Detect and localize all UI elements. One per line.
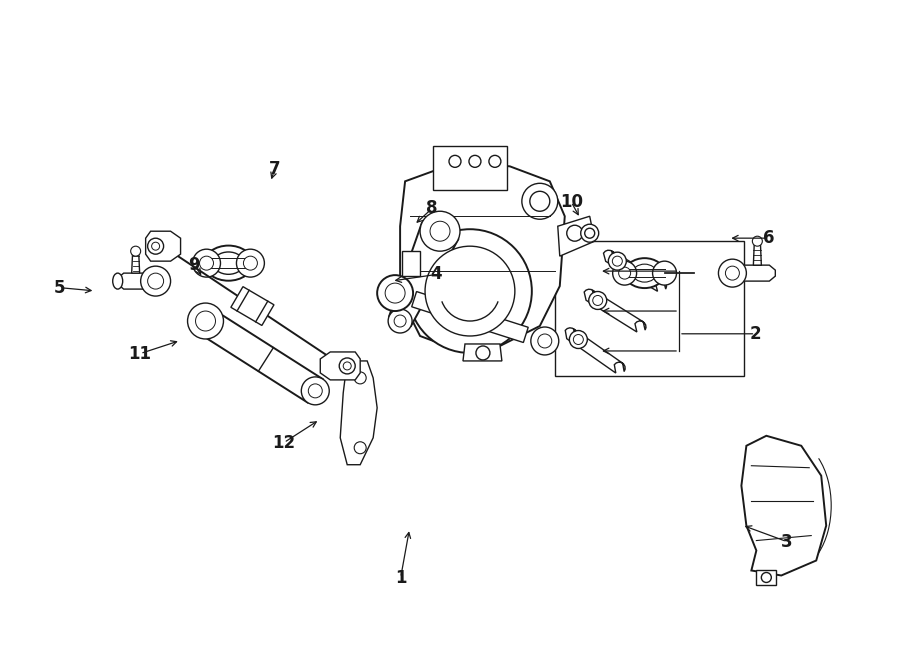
Circle shape — [613, 261, 636, 285]
Circle shape — [608, 252, 626, 270]
Circle shape — [538, 334, 552, 348]
Circle shape — [130, 246, 140, 256]
Text: 10: 10 — [560, 193, 582, 211]
Ellipse shape — [213, 252, 244, 274]
Polygon shape — [733, 265, 775, 281]
Circle shape — [489, 155, 501, 167]
Circle shape — [388, 309, 412, 333]
Circle shape — [420, 212, 460, 251]
Circle shape — [187, 303, 223, 339]
Polygon shape — [400, 161, 565, 351]
Circle shape — [522, 183, 558, 219]
Ellipse shape — [633, 264, 657, 282]
Circle shape — [151, 242, 159, 250]
Polygon shape — [411, 292, 528, 342]
Circle shape — [618, 267, 631, 279]
Text: 12: 12 — [273, 434, 295, 451]
Ellipse shape — [625, 258, 664, 288]
Polygon shape — [320, 352, 360, 380]
Text: 4: 4 — [431, 266, 442, 284]
Polygon shape — [131, 251, 140, 273]
Circle shape — [148, 238, 164, 254]
Circle shape — [476, 346, 490, 360]
Polygon shape — [558, 216, 595, 256]
Text: 6: 6 — [763, 229, 775, 247]
Circle shape — [580, 224, 598, 242]
Circle shape — [725, 266, 740, 280]
Circle shape — [593, 295, 603, 305]
Text: 7: 7 — [269, 160, 281, 178]
Polygon shape — [584, 290, 646, 332]
Circle shape — [385, 283, 405, 303]
Circle shape — [148, 273, 164, 289]
Circle shape — [339, 358, 356, 374]
Circle shape — [585, 228, 595, 238]
Ellipse shape — [204, 246, 253, 281]
Circle shape — [570, 330, 588, 348]
Text: 1: 1 — [395, 569, 407, 587]
Polygon shape — [604, 251, 667, 292]
Polygon shape — [742, 436, 826, 576]
Polygon shape — [231, 287, 274, 325]
Circle shape — [355, 372, 366, 384]
Circle shape — [140, 266, 171, 296]
Text: 11: 11 — [129, 344, 152, 363]
Circle shape — [652, 261, 677, 285]
Circle shape — [612, 256, 622, 266]
Text: 8: 8 — [427, 200, 437, 217]
Text: 2: 2 — [750, 325, 761, 343]
Circle shape — [530, 191, 550, 212]
Circle shape — [377, 275, 413, 311]
Circle shape — [195, 311, 215, 331]
Text: 3: 3 — [781, 533, 793, 551]
Polygon shape — [118, 273, 156, 289]
Circle shape — [243, 256, 257, 270]
Ellipse shape — [112, 273, 122, 289]
Circle shape — [309, 384, 322, 398]
Circle shape — [355, 442, 366, 453]
Polygon shape — [389, 223, 458, 326]
Circle shape — [425, 246, 515, 336]
Circle shape — [302, 377, 329, 405]
Circle shape — [193, 249, 220, 277]
Circle shape — [430, 221, 450, 241]
Circle shape — [567, 225, 582, 241]
Circle shape — [469, 155, 481, 167]
Polygon shape — [756, 570, 777, 586]
Circle shape — [394, 315, 406, 327]
Circle shape — [761, 572, 771, 582]
Circle shape — [589, 292, 607, 309]
Polygon shape — [402, 251, 420, 276]
Circle shape — [752, 236, 762, 246]
Circle shape — [237, 249, 265, 277]
Circle shape — [718, 259, 746, 287]
Circle shape — [200, 256, 213, 270]
Text: 9: 9 — [188, 256, 200, 274]
Circle shape — [449, 155, 461, 167]
Circle shape — [573, 334, 583, 344]
Polygon shape — [463, 344, 502, 361]
Polygon shape — [146, 231, 181, 261]
Text: 5: 5 — [54, 279, 65, 297]
FancyBboxPatch shape — [433, 146, 507, 190]
Polygon shape — [340, 361, 377, 465]
Polygon shape — [198, 309, 323, 403]
Circle shape — [343, 362, 351, 370]
Circle shape — [408, 229, 532, 353]
Polygon shape — [753, 241, 761, 265]
Circle shape — [531, 327, 559, 355]
Polygon shape — [565, 328, 626, 373]
